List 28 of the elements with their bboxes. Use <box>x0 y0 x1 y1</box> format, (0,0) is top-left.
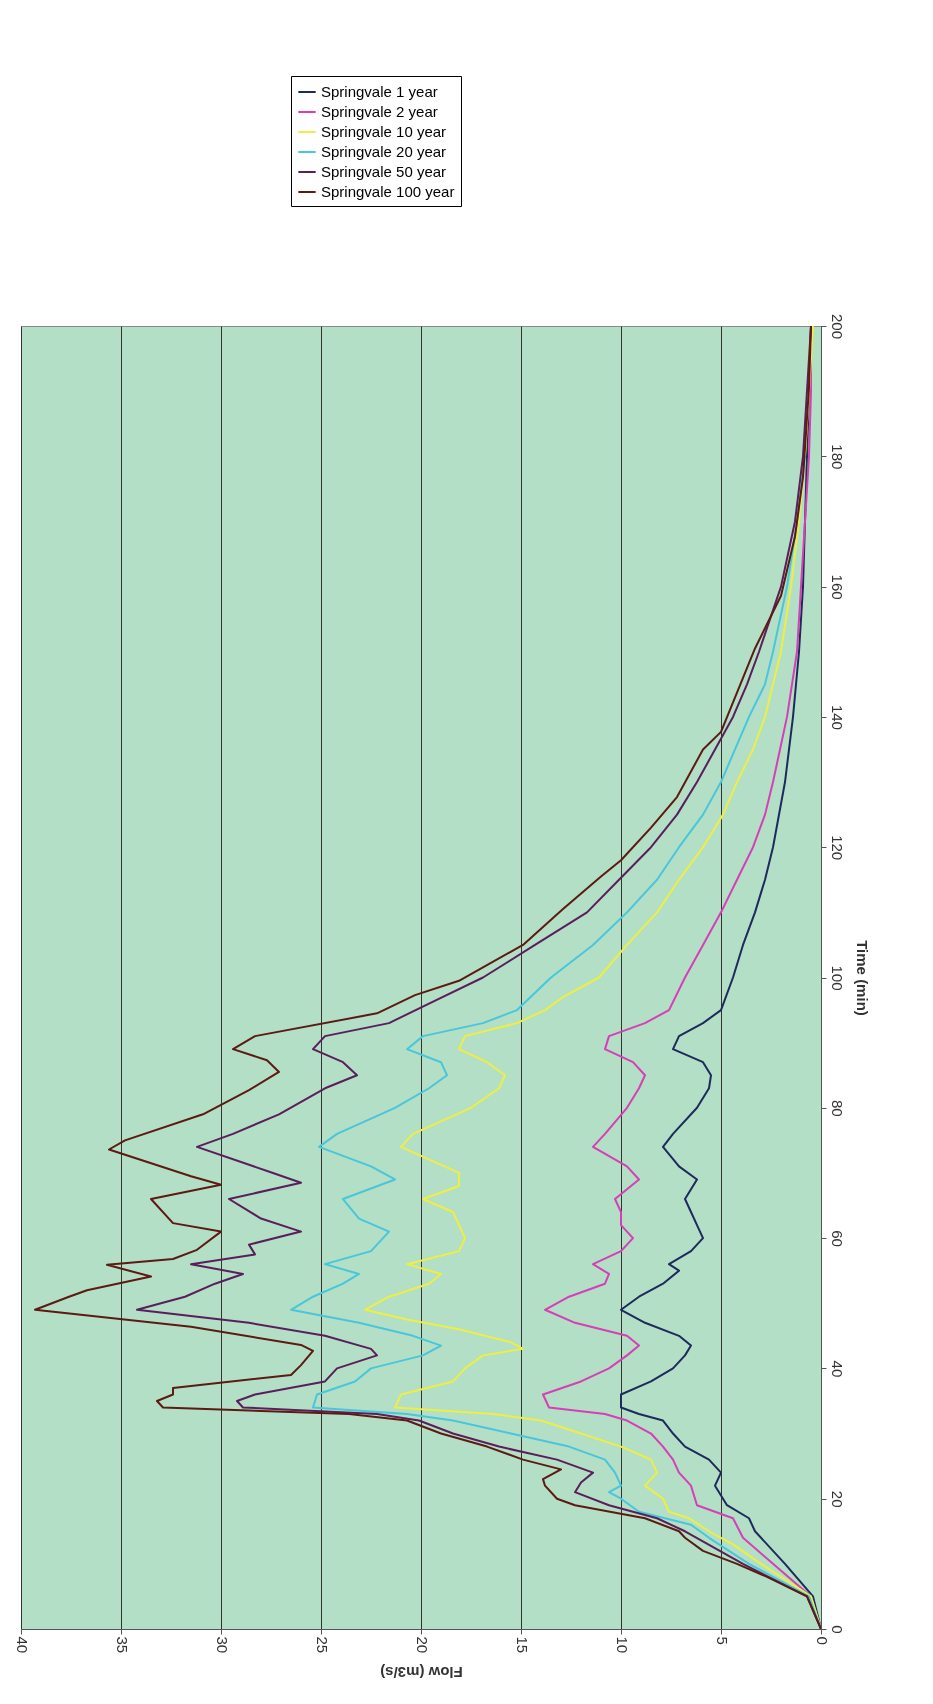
y-tick-label: 40 <box>828 1360 846 1378</box>
legend-label: Springvale 50 year <box>321 163 447 180</box>
x-tick-label: 25 <box>313 1636 331 1654</box>
y-tick-label: 200 <box>828 313 846 340</box>
x-tick-label: 20 <box>413 1636 431 1654</box>
legend-label: Springvale 2 year <box>321 103 438 120</box>
legend-label: Springvale 100 year <box>321 183 455 200</box>
legend-label: Springvale 20 year <box>321 143 447 160</box>
y-tick-label: 140 <box>828 704 846 730</box>
y-axis-title: Time (min) <box>853 940 871 1016</box>
legend-label: Springvale 10 year <box>321 123 447 140</box>
y-tick-label: 80 <box>828 1099 846 1117</box>
x-tick-label: 5 <box>713 1636 731 1645</box>
y-tick-label: 160 <box>828 574 846 600</box>
y-tick-label: 180 <box>828 444 846 470</box>
y-tick-label: 0 <box>828 1625 846 1634</box>
x-tick-label: 10 <box>613 1636 631 1654</box>
legend-label: Springvale 1 year <box>321 83 438 100</box>
y-tick-label: 20 <box>828 1490 846 1508</box>
x-tick-label: 35 <box>113 1636 131 1654</box>
y-tick-label: 120 <box>828 835 846 861</box>
x-tick-label: 0 <box>813 1636 831 1645</box>
y-tick-label: 60 <box>828 1230 846 1247</box>
x-tick-label: 15 <box>513 1636 531 1654</box>
x-axis-title: Flow (m3/s) <box>380 1664 463 1682</box>
x-tick-label: 30 <box>213 1636 231 1654</box>
y-tick-label: 100 <box>828 965 846 991</box>
x-tick-label: 40 <box>13 1636 31 1654</box>
